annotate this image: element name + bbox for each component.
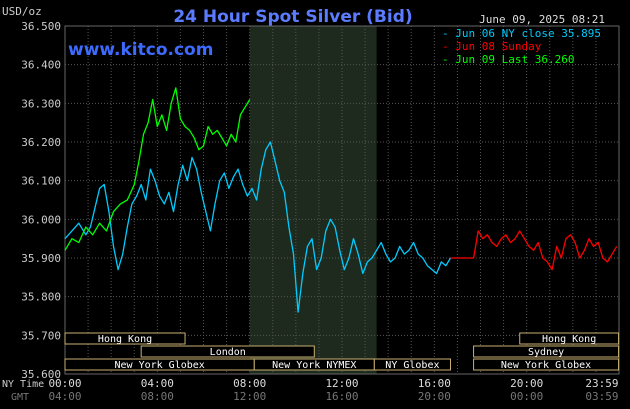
x-tick-label-gmt: 12:00 [233,390,266,403]
session-bar [373,358,451,371]
x-tick-label-gmt: 03:59 [585,390,618,403]
session-label: New York Globex [501,360,591,371]
y-tick-label: 36.500 [21,20,61,33]
x-tick-label-ny: 04:00 [141,377,174,390]
y-tick-label: 36.400 [21,59,61,72]
y-tick-label: 35.600 [21,368,61,381]
y-axis-ticks: 36.500 36.400 36.300 36.200 36.100 36.000 35.9… [21,20,61,381]
x-tick-label-ny: 20:00 [510,377,543,390]
session-bar [473,345,620,358]
x-tick-label-ny: 00:00 [48,377,81,390]
legend-entry: - Jun 06 NY close 35.895 [442,27,601,40]
price-series [64,87,618,313]
legend-entry: - Jun 08 Sunday [442,40,542,53]
session-label: New York NYMEX [272,360,356,371]
ny-time-row-label: NY Time [2,379,44,390]
session-label: New York Globex [114,360,204,371]
x-tick-label-gmt: 20:00 [418,390,451,403]
y-tick-label: 36.300 [21,97,61,110]
y-tick-label: 35.800 [21,291,61,304]
session-bar [64,332,186,345]
legend: - Jun 06 NY close 35.895 - Jun 08 Sunday… [442,27,601,66]
plot-frame [64,25,620,375]
y-tick-label: 36.100 [21,175,61,188]
x-tick-label-ny: 23:59 [585,377,618,390]
session-bar [473,358,620,371]
series-line [450,230,618,271]
y-tick-label: 36.200 [21,136,61,149]
nymex-shaded-region [249,26,377,374]
market-sessions: Hong Kong Hong Kong London Sydney New York G… [64,332,620,371]
chart-title: 24 Hour Spot Silver (Bid) [173,7,412,27]
x-axis-ticks: 00:0004:0004:0008:0008:0012:0012:0016:00… [48,377,618,403]
x-tick-label-ny: 12:00 [325,377,358,390]
session-label: Sydney [528,347,564,358]
x-tick-label-gmt: 04:00 [48,390,81,403]
watermark: www.kitco.com [68,40,213,60]
session-bar [140,345,315,358]
x-tick-label-ny: 16:00 [418,377,451,390]
gmt-row-label: GMT [11,392,29,403]
x-tick-label-ny: 08:00 [233,377,266,390]
session-bar [519,332,620,345]
y-tick-label: 36.000 [21,213,61,226]
y-axis-label: USD/oz [2,5,42,18]
session-label: NY Globex [385,360,439,371]
session-label: London [210,347,246,358]
x-tick-label-gmt: 00:00 [510,390,543,403]
y-tick-label: 35.900 [21,252,61,265]
date-label: June 09, 2025 08:21 [479,13,605,26]
x-tick-label-gmt: 16:00 [325,390,358,403]
y-tick-label: 35.700 [21,329,61,342]
legend-entry: - Jun 09 Last 36.260 [442,53,574,66]
series-line [64,141,452,313]
session-label: Hong Kong [98,334,152,345]
series-line [64,87,251,251]
session-label: Hong Kong [542,334,596,345]
x-tick-label-gmt: 08:00 [141,390,174,403]
